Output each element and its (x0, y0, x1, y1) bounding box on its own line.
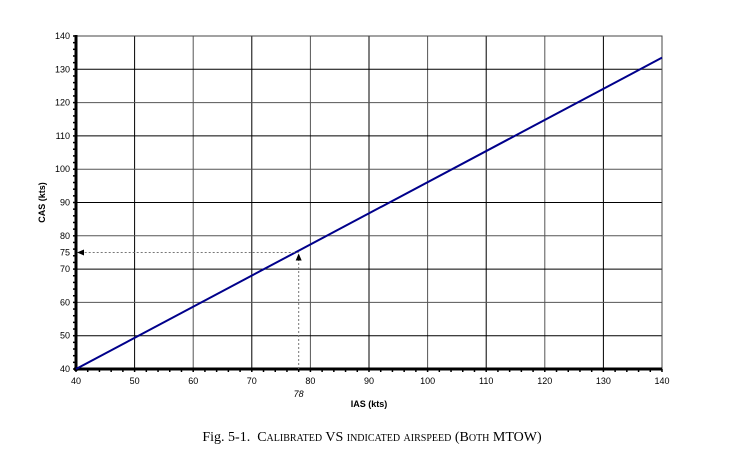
y-tick-label: 140 (55, 31, 70, 41)
x-tick-label: 80 (305, 376, 315, 386)
y-axis-label: CAS (kts) (37, 182, 47, 223)
y-tick-label: 120 (55, 98, 70, 108)
caption-prefix: Fig. 5-1. (202, 430, 251, 445)
y-tick-label: 40 (60, 364, 70, 374)
x-tick-label: 130 (596, 376, 611, 386)
x-tick-label: 70 (247, 376, 257, 386)
arrow-up-icon (295, 253, 302, 261)
x-tick-label: 60 (188, 376, 198, 386)
y-tick-label: 110 (56, 131, 70, 141)
y-tick-label: 75 (60, 247, 70, 257)
caption-text: Calibrated VS indicated airspeed (Both M… (257, 430, 542, 445)
series-line (75, 56, 663, 370)
calibrated-airspeed-chart: 40 50 60 70 80 90 100 110 120 130 140 40 50 60 70 75 80 9… (37, 31, 670, 409)
x-tick-label: 110 (479, 376, 493, 386)
x-tick-label: 120 (537, 376, 552, 386)
x-tick-label: 90 (364, 376, 374, 386)
x-axis-label: IAS (kts) (351, 399, 388, 409)
y-tick-label: 80 (60, 231, 70, 241)
y-tick-label: 70 (60, 264, 70, 274)
y-tick-label: 130 (55, 64, 70, 74)
annotation-label-78: 78 (294, 389, 304, 399)
x-tick-label: 40 (71, 376, 81, 386)
x-tick-label: 50 (130, 376, 140, 386)
y-tick-label: 90 (60, 198, 70, 208)
arrow-left-icon (77, 249, 84, 256)
figure-caption: Fig. 5-1. Calibrated VS indicated airspe… (0, 430, 744, 446)
y-tick-label: 100 (55, 164, 70, 174)
x-tick-label: 140 (654, 376, 669, 386)
x-tick-label: 100 (420, 376, 435, 386)
y-tick-label: 60 (60, 297, 70, 307)
y-tick-label: 50 (60, 331, 70, 341)
